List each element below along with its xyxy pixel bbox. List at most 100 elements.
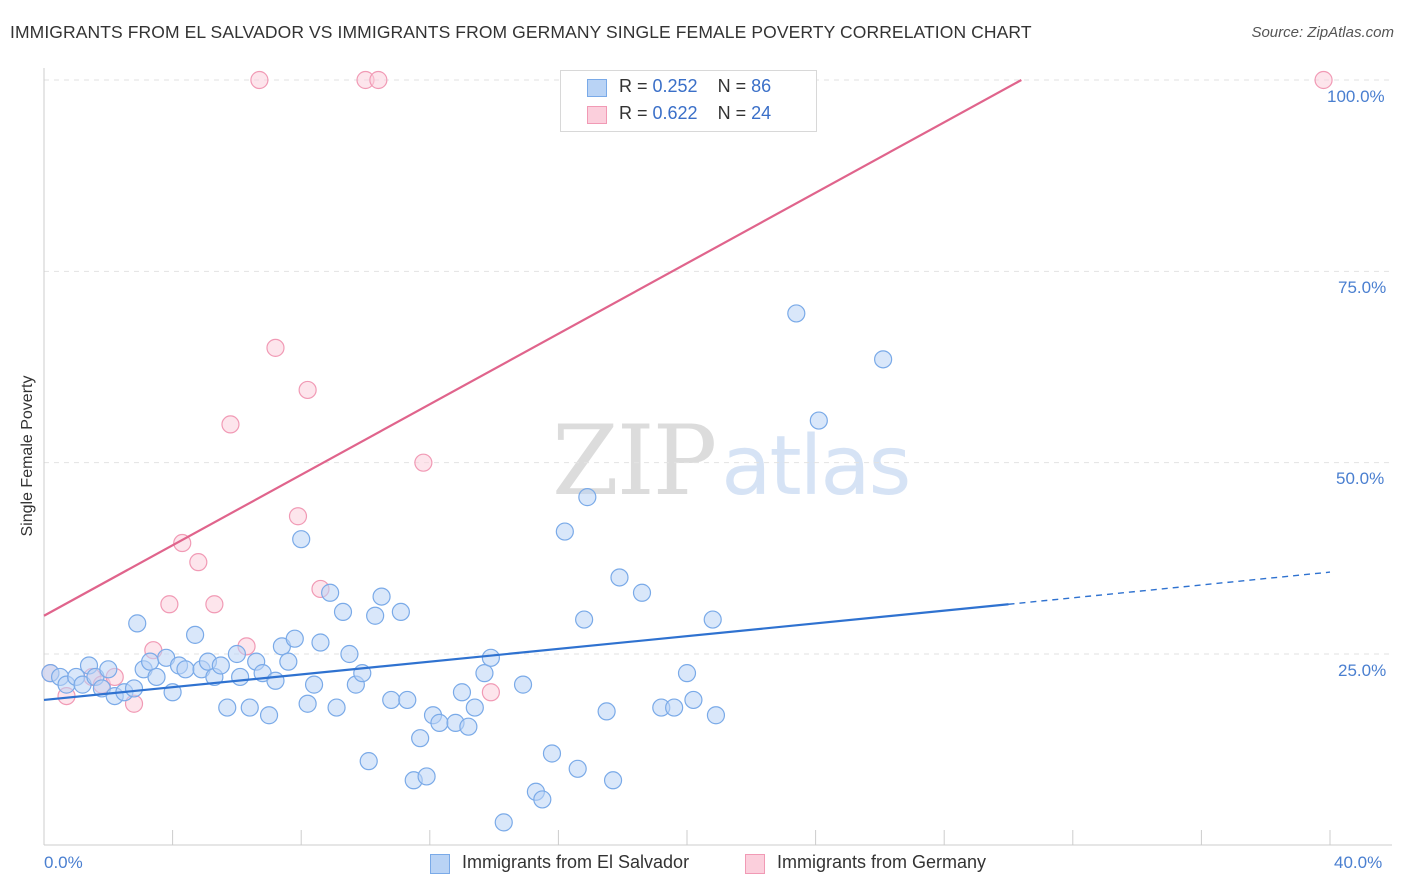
point-el-salvador [359,752,378,771]
point-el-salvador [481,648,500,667]
point-germany [1314,70,1333,90]
point-el-salvador [292,530,311,549]
point-el-salvador [787,304,806,323]
point-el-salvador [555,522,574,541]
bottom-legend-swatch-el-salvador [430,854,450,874]
point-el-salvador [417,767,436,786]
point-germany [205,595,224,614]
legend-n-label: N = [717,103,752,123]
point-el-salvador [684,690,703,710]
x-tick-max: 40.0% [1334,853,1383,872]
point-el-salvador [452,683,472,702]
chart-title: IMMIGRANTS FROM EL SALVADOR VS IMMIGRANT… [10,22,1032,42]
bottom-legend-label-el-salvador: Immigrants from El Salvador [462,852,690,872]
watermark-atlas: atlas [721,419,911,514]
legend-swatch-germany [587,106,607,124]
legend-swatch-el-salvador [587,79,607,97]
legend-text-el-salvador: R = 0.252 N = 86 [619,76,771,97]
y-tick-75: 75.0% [1338,278,1387,297]
legend-n-value: 24 [751,103,772,123]
point-el-salvador [372,587,391,606]
point-el-salvador [411,729,430,748]
legend-r-value: 0.252 [652,76,698,96]
point-el-salvador [391,602,410,622]
point-el-salvador [459,717,478,736]
point-el-salvador [430,713,449,732]
point-el-salvador [285,629,304,648]
trendline-el-salvador [43,603,1009,702]
point-el-salvador [809,411,828,430]
point-el-salvador [327,698,346,717]
point-el-salvador [665,698,684,717]
point-el-salvador [240,698,259,717]
point-germany [369,70,388,90]
point-germany [414,453,433,472]
point-germany [481,683,500,702]
point-el-salvador [124,679,144,698]
point-el-salvador [706,706,726,725]
point-el-salvador [321,583,340,602]
point-el-salvador [382,690,401,710]
legend-r-label: R = [619,76,653,96]
point-el-salvador [513,675,533,694]
point-el-salvador [578,488,597,507]
point-el-salvador [603,771,623,790]
point-el-salvador [231,667,250,687]
point-el-salvador [266,671,285,690]
point-el-salvador [333,602,353,622]
point-germany [189,553,208,572]
point-germany [298,380,317,400]
bottom-legend-swatch-germany [745,854,765,874]
x-tick-min: 0.0% [44,853,83,872]
point-el-salvador [140,652,160,671]
point-el-salvador [298,694,317,713]
point-el-salvador [176,660,195,679]
point-el-salvador [677,664,697,683]
point-germany [160,595,179,614]
trendline-el-salvador-projection [1008,571,1331,605]
y-tick-50: 50.0% [1336,469,1385,488]
y-tick-25: 25.0% [1338,661,1387,680]
point-germany [288,507,308,526]
point-germany [250,70,269,90]
point-el-salvador [128,614,147,633]
point-el-salvador [610,568,629,587]
point-el-salvador [186,625,205,644]
legend-text-germany: R = 0.622 N = 24 [619,103,771,124]
source-label: Source: ZipAtlas.com [1251,24,1394,41]
point-el-salvador [227,644,246,664]
point-el-salvador [494,813,513,832]
point-el-salvador [465,698,484,717]
point-el-salvador [311,633,330,652]
point-germany [221,415,240,434]
legend-r-value: 0.622 [652,103,698,123]
trendline-germany [43,79,1022,617]
point-el-salvador [259,706,279,725]
point-germany [266,338,285,357]
point-el-salvador [597,702,616,721]
legend-r-label: R = [619,103,653,123]
legend-n-value: 86 [751,76,772,96]
point-el-salvador [218,698,237,717]
bottom-legend-label-germany: Immigrants from Germany [777,852,987,872]
legend-n-label: N = [717,76,752,96]
point-el-salvador [632,583,652,602]
y-tick-100: 100.0% [1327,87,1385,106]
point-el-salvador [703,610,722,629]
point-el-salvador [279,652,298,671]
point-el-salvador [542,744,562,763]
point-el-salvador [475,664,494,683]
correlation-legend: R = 0.252 N = 86 R = 0.622 N = 24 [560,70,817,132]
point-el-salvador [304,675,324,694]
point-el-salvador [147,667,166,687]
point-el-salvador [568,759,587,778]
point-el-salvador [533,790,552,809]
point-el-salvador [366,606,385,625]
point-el-salvador [575,610,594,629]
point-el-salvador [874,350,893,369]
point-el-salvador [211,656,230,675]
point-el-salvador [340,644,359,664]
point-el-salvador [398,690,417,710]
y-axis-label: Single Female Poverty [19,375,36,537]
